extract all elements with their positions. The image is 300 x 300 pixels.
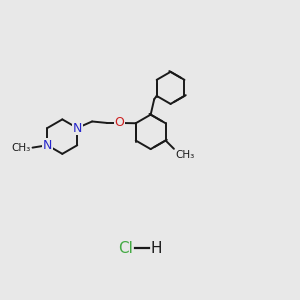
Text: H: H xyxy=(151,241,162,256)
Text: CH₃: CH₃ xyxy=(11,142,30,153)
Text: O: O xyxy=(115,116,124,130)
Text: Cl: Cl xyxy=(118,241,133,256)
Text: N: N xyxy=(73,122,82,134)
Text: N: N xyxy=(43,139,52,152)
Text: CH₃: CH₃ xyxy=(176,150,195,160)
